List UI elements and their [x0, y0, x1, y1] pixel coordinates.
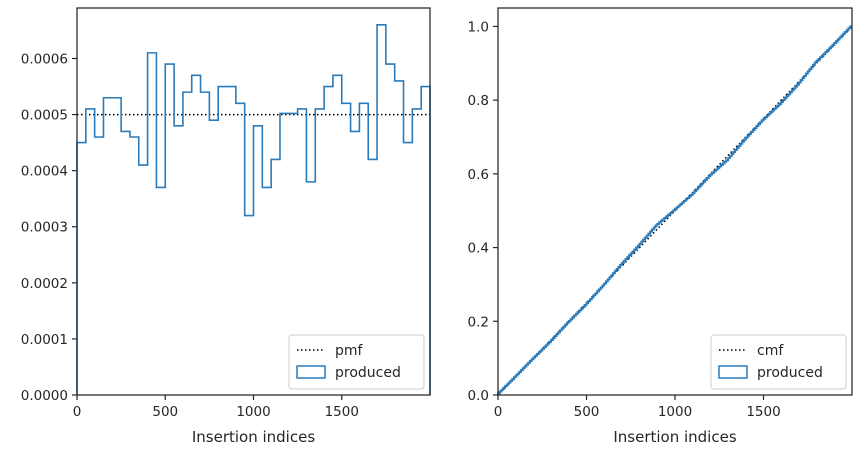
- cmf-chart: 0.0 0.2 0.4 0.6 0.8 1.0 0 500 1000 1500 cmf produ…: [468, 7, 853, 446]
- pmf-chart: 0.0000 0.0001 0.0002 0.0003 0.0004 0.0005 0.00…: [21, 7, 431, 446]
- legend-swatch-produced: [296, 365, 326, 379]
- axes-frame: [497, 7, 853, 396]
- x-axis-label: Insertion indices: [192, 428, 315, 446]
- x-tick-label: 1000: [658, 404, 692, 420]
- x-ticks: 0 500 1000 1500: [494, 395, 781, 420]
- y-tick-label: 0.0005: [21, 108, 68, 124]
- y-tick-label: 0.0003: [21, 220, 68, 236]
- legend: pmf produced: [288, 334, 425, 390]
- series-group: [76, 24, 431, 395]
- legend-label-pmf: pmf: [335, 343, 364, 359]
- y-tick-label: 0.0: [468, 388, 489, 404]
- y-tick-label: 0.8: [468, 93, 489, 109]
- legend-box: [288, 334, 425, 390]
- legend-label-cmf: cmf: [757, 343, 784, 359]
- x-tick-label: 500: [152, 404, 178, 420]
- y-tick-label: 0.4: [468, 241, 489, 257]
- legend-box: [710, 334, 847, 390]
- series-step-produced: [497, 25, 852, 395]
- y-tick-label: 0.2: [468, 314, 489, 330]
- axes-frame: [76, 7, 431, 396]
- x-tick-label: 500: [574, 404, 600, 420]
- y-tick-label: 0.0006: [21, 51, 68, 67]
- x-tick-label: 1500: [325, 404, 359, 420]
- series-group: [497, 25, 853, 396]
- x-tick-label: 1500: [746, 404, 780, 420]
- y-tick-label: 0.6: [468, 167, 489, 183]
- x-tick-label: 0: [73, 404, 82, 420]
- legend: cmf produced: [710, 334, 847, 390]
- legend-swatch-produced: [718, 365, 748, 379]
- plot-area: [498, 8, 852, 395]
- y-ticks: 0.0 0.2 0.4 0.6 0.8 1.0: [468, 19, 498, 404]
- legend-label-produced: produced: [757, 365, 823, 381]
- x-tick-label: 1000: [236, 404, 270, 420]
- legend-label-produced: produced: [335, 365, 401, 381]
- y-tick-label: 0.0002: [21, 276, 68, 292]
- x-tick-label: 0: [494, 404, 503, 420]
- y-tick-label: 0.0004: [21, 164, 68, 180]
- x-ticks: 0 500 1000 1500: [73, 395, 359, 420]
- y-tick-label: 0.0000: [21, 388, 68, 404]
- x-axis-label: Insertion indices: [613, 428, 736, 446]
- y-tick-label: 1.0: [468, 19, 489, 35]
- series-histogram-produced: [76, 24, 431, 395]
- y-tick-label: 0.0001: [21, 332, 68, 348]
- y-ticks: 0.0000 0.0001 0.0002 0.0003 0.0004 0.0005 0.00…: [21, 51, 77, 404]
